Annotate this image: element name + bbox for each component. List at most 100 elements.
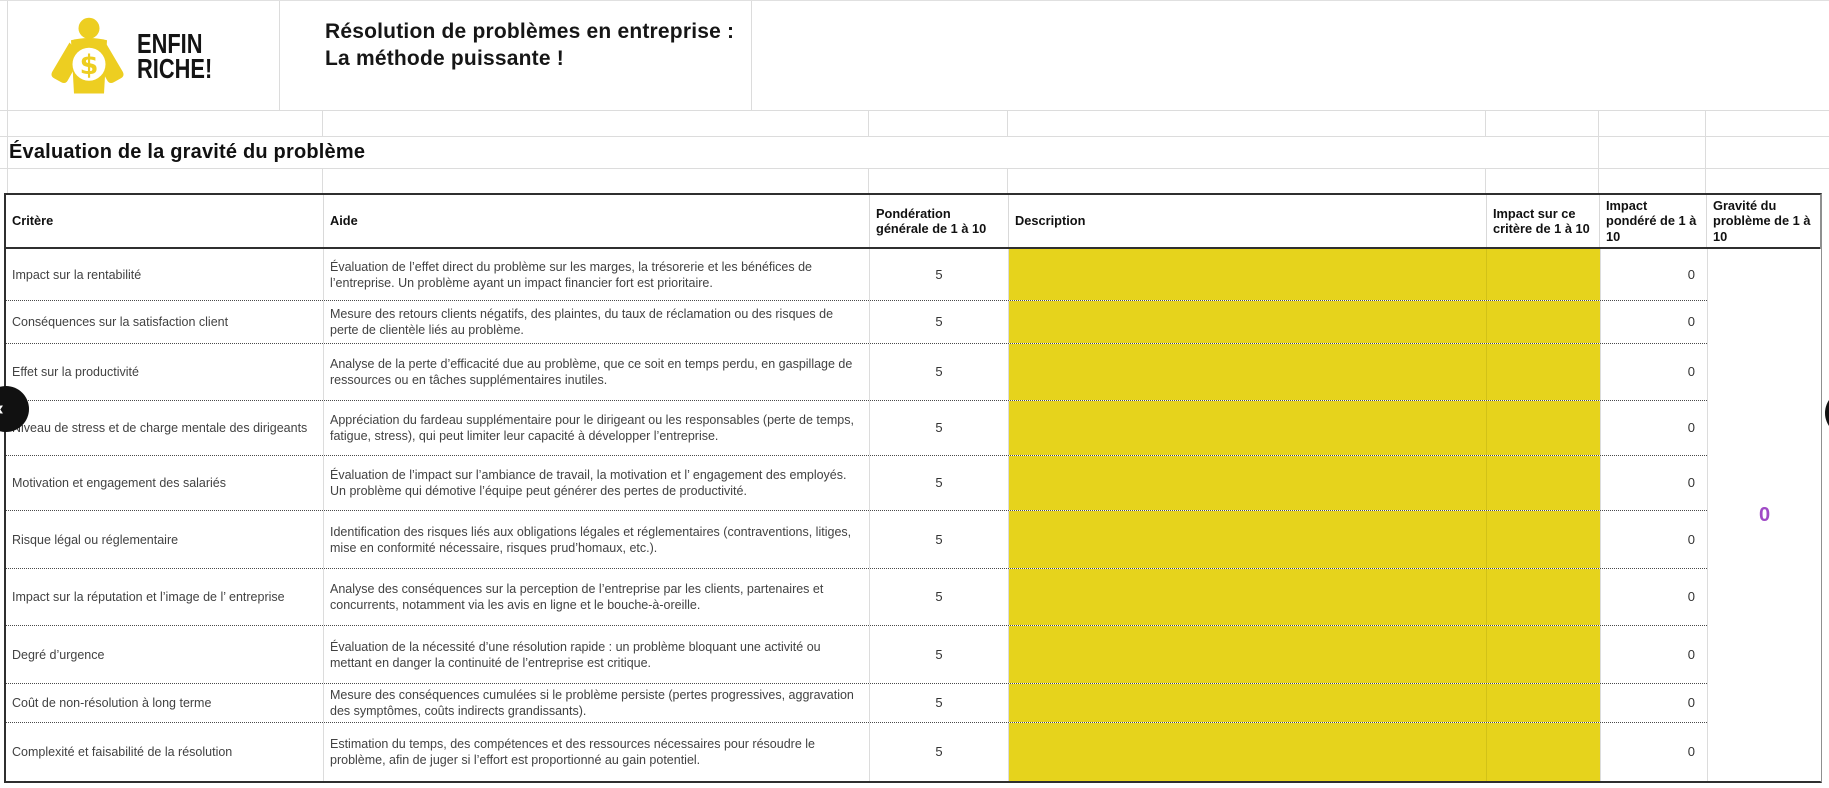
description-cell[interactable]	[1009, 301, 1487, 343]
table-row: Complexité et faisabilité de la résoluti…	[6, 723, 1707, 781]
table-row: Niveau de stress et de charge mentale de…	[6, 401, 1707, 456]
description-cell[interactable]	[1009, 456, 1487, 510]
empty-row-band	[0, 169, 1829, 193]
gridline	[1485, 111, 1486, 136]
critere-cell: Impact sur la réputation et l’image de l…	[6, 569, 324, 625]
gridline	[1598, 169, 1599, 193]
impact-cell[interactable]	[1487, 569, 1600, 625]
ponderation-cell: 5	[870, 511, 1009, 568]
table-row: Degré d’urgence Évaluation de la nécessit…	[6, 626, 1707, 684]
critere-cell: Degré d’urgence	[6, 626, 324, 683]
aide-cell: Mesure des retours clients négatifs, des…	[324, 301, 870, 343]
critere-cell: Complexité et faisabilité de la résoluti…	[6, 723, 324, 781]
page-title-line1: Résolution de problèmes en entreprise :	[325, 20, 735, 43]
impact-cell[interactable]	[1487, 456, 1600, 510]
money-person-icon: $	[47, 15, 125, 97]
aide-cell: Estimation du temps, des compétences et …	[324, 723, 870, 781]
impact-pondere-cell: 0	[1600, 569, 1707, 625]
table-row: Conséquences sur la satisfaction client M…	[6, 301, 1707, 344]
impact-pondere-cell: 0	[1600, 344, 1707, 400]
description-cell[interactable]	[1009, 344, 1487, 400]
header-cell-description: Description	[1009, 195, 1487, 247]
impact-cell[interactable]	[1487, 511, 1600, 568]
aide-cell: Appréciation du fardeau supplémentaire p…	[324, 401, 870, 455]
description-cell[interactable]	[1009, 684, 1487, 722]
table-row: Risque légal ou réglementaire Identificat…	[6, 511, 1707, 569]
impact-cell[interactable]	[1487, 626, 1600, 683]
gridline	[7, 1, 8, 193]
impact-pondere-cell: 0	[1600, 684, 1707, 722]
ponderation-cell: 5	[870, 301, 1009, 343]
critere-cell: Coût de non-résolution à long terme	[6, 684, 324, 722]
ponderation-cell: 5	[870, 344, 1009, 400]
impact-cell[interactable]	[1487, 249, 1600, 300]
impact-cell[interactable]	[1487, 723, 1600, 781]
table-row: Impact sur la rentabilité Évaluation de l…	[6, 249, 1707, 301]
impact-pondere-cell: 0	[1600, 511, 1707, 568]
header-block: $ ENFIN RICHE! Résolution de problèmes e…	[0, 1, 1829, 111]
impact-cell[interactable]	[1487, 401, 1600, 455]
critere-cell: Conséquences sur la satisfaction client	[6, 301, 324, 343]
gridline	[1705, 169, 1706, 193]
ponderation-cell: 5	[870, 626, 1009, 683]
critere-cell: Niveau de stress et de charge mentale de…	[6, 401, 324, 455]
description-cell[interactable]	[1009, 511, 1487, 568]
aide-cell: Évaluation de l’effet direct du problème…	[324, 249, 870, 300]
aide-cell: Évaluation de l’impact sur l’ambiance de…	[324, 456, 870, 510]
gridline	[1598, 137, 1599, 168]
table-row: Impact sur la réputation et l’image de l…	[6, 569, 1707, 626]
gridline	[1007, 169, 1008, 193]
gridline	[1598, 111, 1599, 136]
ponderation-cell: 5	[870, 456, 1009, 510]
critere-cell: Motivation et engagement des salariés	[6, 456, 324, 510]
gridline	[1485, 169, 1486, 193]
ponderation-cell: 5	[870, 249, 1009, 300]
description-cell[interactable]	[1009, 723, 1487, 781]
description-cell[interactable]	[1009, 626, 1487, 683]
gridline	[868, 111, 869, 136]
header-cell-critere: Critère	[6, 195, 324, 247]
description-cell[interactable]	[1009, 249, 1487, 300]
brand-logo-cell: $ ENFIN RICHE!	[7, 1, 280, 110]
description-cell[interactable]	[1009, 569, 1487, 625]
aide-cell: Mesure des conséquences cumulées si le p…	[324, 684, 870, 722]
ponderation-cell: 5	[870, 401, 1009, 455]
ponderation-cell: 5	[870, 684, 1009, 722]
brand-logo: $ ENFIN RICHE!	[47, 15, 233, 97]
evaluation-table: Critère Aide Pondération générale de 1 à…	[4, 193, 1822, 783]
dollar-glyph: $	[80, 50, 99, 81]
section-title-row: Évaluation de la gravité du problème	[0, 137, 1829, 169]
impact-cell[interactable]	[1487, 344, 1600, 400]
table-header-row: Critère Aide Pondération générale de 1 à…	[6, 195, 1820, 249]
impact-pondere-cell: 0	[1600, 301, 1707, 343]
impact-pondere-cell: 0	[1600, 401, 1707, 455]
header-cell-impact-pondere: Impact pondéré de 1 à 10	[1600, 195, 1707, 247]
gridline	[868, 169, 869, 193]
table-row: Effet sur la productivité Analyse de la p…	[6, 344, 1707, 401]
impact-cell[interactable]	[1487, 301, 1600, 343]
impact-pondere-cell: 0	[1600, 249, 1707, 300]
critere-cell: Effet sur la productivité	[6, 344, 324, 400]
gridline	[1007, 111, 1008, 136]
impact-cell[interactable]	[1487, 684, 1600, 722]
empty-row-band	[0, 111, 1829, 137]
header-cell-aide: Aide	[324, 195, 870, 247]
critere-cell: Risque légal ou réglementaire	[6, 511, 324, 568]
chevron-left-icon: ‹	[0, 398, 4, 421]
gridline	[322, 111, 323, 136]
header-cell-ponderation: Pondération générale de 1 à 10	[870, 195, 1009, 247]
next-button[interactable]: ›	[1825, 390, 1829, 436]
brand-wordmark: ENFIN RICHE!	[137, 27, 213, 84]
description-cell[interactable]	[1009, 401, 1487, 455]
gridline	[322, 169, 323, 193]
impact-pondere-cell: 0	[1600, 456, 1707, 510]
ponderation-cell: 5	[870, 569, 1009, 625]
brand-wordmark-line1: ENFIN	[137, 27, 203, 59]
aide-cell: Analyse des conséquences sur la percepti…	[324, 569, 870, 625]
header-cell-gravite: Gravité du problème de 1 à 10	[1713, 197, 1811, 244]
impact-pondere-cell: 0	[1600, 626, 1707, 683]
gravite-total-cell: 0	[1707, 249, 1821, 781]
brand-wordmark-line2: RICHE!	[137, 52, 213, 84]
page-title: Résolution de problèmes en entreprise : …	[280, 1, 751, 72]
